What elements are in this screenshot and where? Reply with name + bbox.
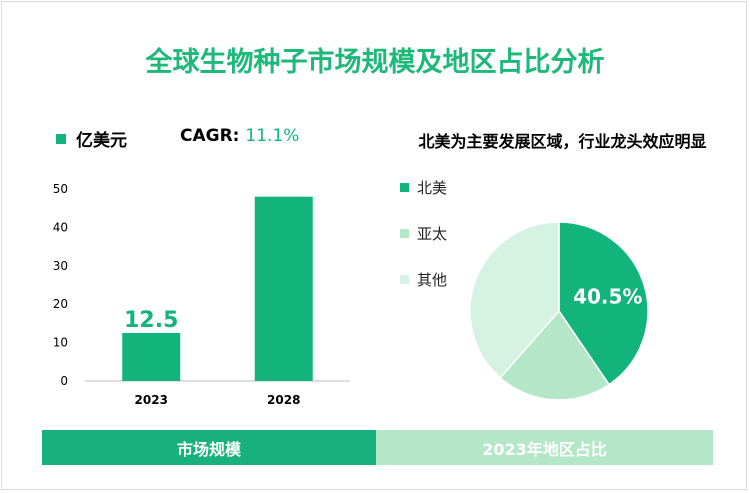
bar xyxy=(122,333,181,381)
cagr-value: 11.1% xyxy=(245,126,300,146)
cagr-text: CAGR: 11.1% xyxy=(180,126,299,146)
pie-legend-item: 北美 xyxy=(400,176,447,198)
bar xyxy=(254,196,313,381)
bottom-bar-region-share: 2023年地区占比 xyxy=(376,430,713,465)
y-tick-label: 0 xyxy=(60,374,68,388)
pie-title: 北美为主要发展区域，行业龙头效应明显 xyxy=(418,132,707,151)
page-title: 全球生物种子市场规模及地区占比分析 xyxy=(145,47,605,78)
bar-legend: 亿美元 xyxy=(56,126,127,151)
pie-legend-label: 北美 xyxy=(417,178,448,197)
x-tick-label: 2028 xyxy=(267,393,300,407)
pie-data-label: 40.5% xyxy=(573,285,642,309)
pie-legend-label: 亚太 xyxy=(417,224,448,243)
pie-legend-swatch xyxy=(400,228,409,238)
pie-legend-swatch xyxy=(400,182,409,192)
pie-legend-label: 其他 xyxy=(417,270,448,289)
pie-legend-item: 其他 xyxy=(400,268,447,290)
y-tick-label: 40 xyxy=(53,220,68,234)
bottom-bar-market-size: 市场规模 xyxy=(42,430,376,465)
pie-legend-swatch xyxy=(400,274,409,284)
cagr-label: CAGR: xyxy=(180,126,240,146)
pie-slice xyxy=(558,221,649,386)
bar-legend-swatch xyxy=(56,133,66,144)
bar-legend-label: 亿美元 xyxy=(76,131,127,151)
y-tick-label: 30 xyxy=(53,259,68,273)
y-tick-label: 50 xyxy=(53,182,68,196)
pie-legend-item: 亚太 xyxy=(400,222,447,244)
pie-legend: 北美 亚太 其他 xyxy=(400,176,447,314)
y-tick-label: 10 xyxy=(53,336,68,350)
pie-slice xyxy=(499,309,611,401)
y-tick-label: 20 xyxy=(53,297,68,311)
x-tick-label: 2023 xyxy=(135,393,168,407)
pie-slice xyxy=(469,221,560,379)
bar-data-label: 12.5 xyxy=(124,308,178,333)
